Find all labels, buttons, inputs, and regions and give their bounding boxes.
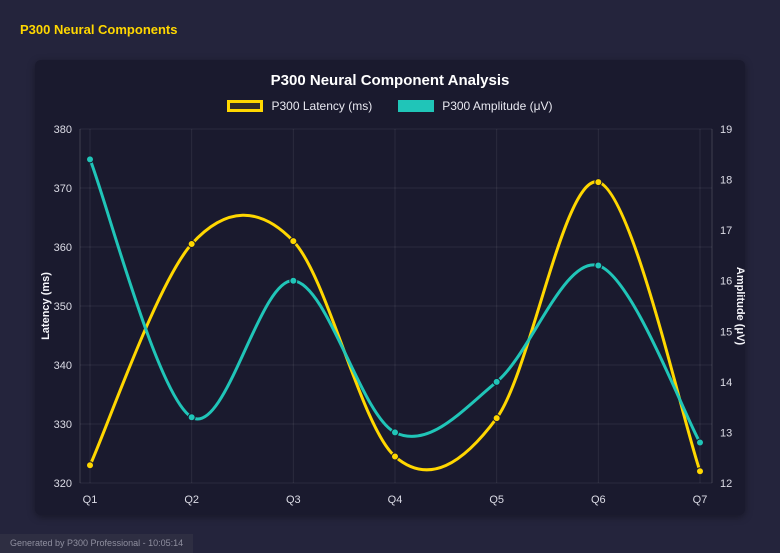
data-point[interactable] — [696, 467, 704, 476]
data-point[interactable] — [86, 155, 94, 164]
footer-status: Generated by P300 Professional - 10:05:1… — [0, 534, 194, 553]
left-axis-title: Latency (ms) — [40, 272, 52, 340]
data-point[interactable] — [594, 261, 603, 270]
right-axis-tick: 14 — [720, 377, 732, 389]
data-point[interactable] — [187, 240, 196, 249]
left-axis-tick: 370 — [54, 183, 72, 195]
left-axis-tick: 320 — [54, 478, 72, 490]
amplitude-legend-swatch — [398, 100, 435, 112]
chart-title: P300 Neural Component Analysis — [270, 72, 510, 89]
x-axis-tick: Q1 — [83, 494, 98, 506]
right-axis-title: Amplitude (μV) — [734, 267, 745, 346]
right-axis-tick: 13 — [720, 427, 732, 439]
data-point[interactable] — [187, 413, 196, 422]
x-axis-tick: Q5 — [489, 494, 504, 506]
right-axis-tick: 17 — [720, 225, 732, 237]
data-point[interactable] — [391, 452, 399, 461]
legend-item-latency[interactable]: P300 Latency (ms) — [227, 99, 372, 113]
left-axis-tick: 380 — [54, 124, 72, 136]
data-point[interactable] — [492, 414, 501, 423]
line-chart[interactable]: 320 330 340 350 360 370 380 12 13 14 15 16 17 18 19 Q1 Q… — [35, 117, 745, 514]
x-axis-tick: Q4 — [388, 494, 403, 506]
left-axis-tick: 330 — [54, 419, 72, 431]
chart-panel: P300 Neural Component Analysis P300 Late… — [35, 60, 745, 515]
right-axis-tick: 12 — [720, 478, 732, 490]
left-axis-tick: 350 — [54, 301, 72, 313]
data-point[interactable] — [391, 428, 399, 437]
left-axis-tick: 360 — [54, 242, 72, 254]
right-axis-tick: 15 — [720, 326, 732, 338]
data-point[interactable] — [86, 461, 94, 470]
legend-item-amplitude[interactable]: P300 Amplitude (μV) — [398, 99, 553, 113]
page-title: P300 Neural Components — [20, 22, 178, 37]
latency-legend-label: P300 Latency (ms) — [271, 99, 373, 113]
right-axis-tick: 19 — [720, 124, 732, 136]
data-point[interactable] — [289, 237, 298, 246]
left-axis-tick: 340 — [54, 360, 72, 372]
x-axis-tick: Q6 — [591, 494, 606, 506]
latency-legend-swatch — [227, 100, 264, 112]
right-axis-tick: 18 — [720, 175, 732, 187]
x-axis-tick: Q3 — [286, 494, 301, 506]
x-axis-tick: Q2 — [184, 494, 199, 506]
data-point[interactable] — [594, 178, 603, 187]
amplitude-legend-label: P300 Amplitude (μV) — [442, 99, 553, 113]
x-axis-tick: Q7 — [693, 494, 708, 506]
data-point[interactable] — [289, 276, 298, 285]
data-point[interactable] — [492, 377, 501, 386]
chart-legend: P300 Latency (ms) P300 Amplitude (μV) — [35, 97, 745, 115]
right-axis-tick: 16 — [720, 276, 732, 288]
data-point[interactable] — [696, 438, 704, 447]
